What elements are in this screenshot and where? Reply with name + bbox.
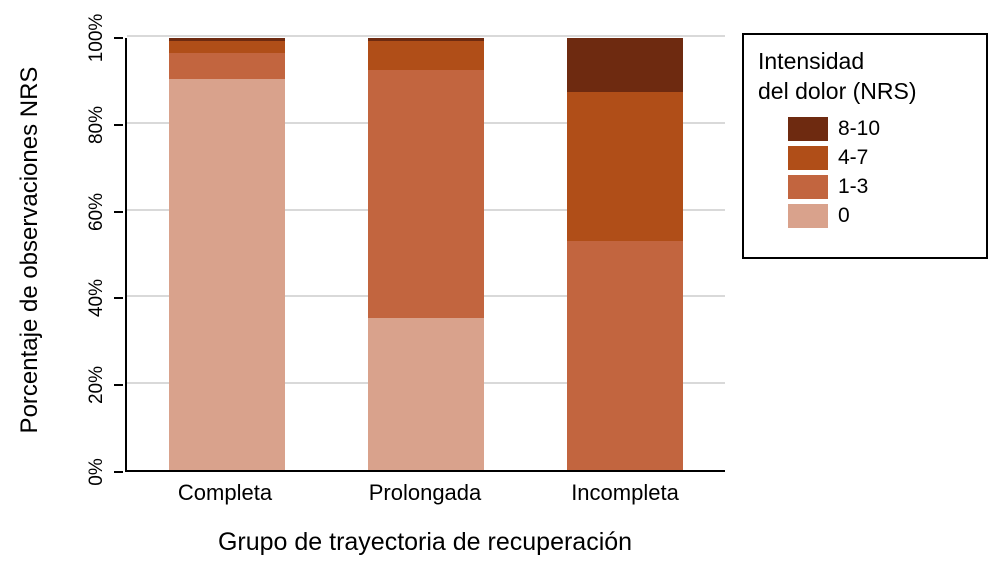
bar-segment-nrs-4-7 (367, 41, 484, 71)
bar-segment-nrs-4-7 (567, 92, 684, 242)
legend-title-line1: Intensidad (758, 48, 865, 74)
gridline (127, 35, 725, 37)
legend-swatch-icon (788, 203, 828, 228)
legend-item-nrs-8-10: 8-10 (788, 116, 972, 141)
legend-items: 8-10 4-7 1-3 0 (788, 116, 972, 228)
legend-item-nrs-4-7: 4-7 (788, 145, 972, 170)
y-tick-mark (114, 123, 123, 126)
bars-group (127, 38, 725, 470)
y-tick-label: 60% (86, 192, 107, 231)
bar-segment-nrs-1-3 (367, 70, 484, 318)
y-tick-mark (114, 384, 123, 387)
bar-segment-nrs-0 (168, 79, 285, 470)
legend-title-line2: del dolor (NRS) (758, 77, 917, 104)
bar-column-prolongada (367, 38, 484, 470)
legend-title: Intensidad del dolor (NRS) (758, 47, 972, 107)
y-tick-mark (114, 471, 123, 473)
legend-swatch-icon (788, 174, 828, 199)
legend-label: 0 (838, 203, 850, 227)
bar-segment-nrs-1-3 (567, 241, 684, 470)
x-axis-tick-labels: Completa Prolongada Incompleta (125, 480, 725, 506)
legend-label: 8-10 (838, 116, 881, 140)
y-tick-label: 80% (86, 105, 107, 144)
y-tick-mark (114, 297, 123, 300)
bar-segment-nrs-8-10 (367, 38, 484, 42)
legend-swatch-icon (788, 116, 828, 141)
x-axis-title: Grupo de trayectoria de recuperación (217, 528, 633, 556)
y-tick-mark (114, 210, 123, 213)
legend-label: 4-7 (838, 145, 869, 169)
bar-segment-nrs-1-3 (168, 53, 285, 80)
bar-segment-nrs-8-10 (567, 38, 684, 92)
x-tick-label-completa: Completa (177, 480, 273, 505)
y-axis-title: Porcentaje de observaciones NRS (16, 66, 43, 434)
y-tick-mark (114, 37, 123, 39)
x-tick-label-prolongada: Prolongada (368, 480, 482, 505)
y-tick-label: 0% (86, 458, 107, 486)
legend-swatch-icon (788, 145, 828, 170)
legend-item-nrs-1-3: 1-3 (788, 174, 972, 199)
legend-item-nrs-0: 0 (788, 203, 972, 228)
bar-segment-nrs-0 (367, 317, 484, 470)
x-tick-label-incompleta: Incompleta (571, 480, 679, 505)
y-tick-label: 100% (86, 13, 107, 63)
y-tick-label: 20% (86, 366, 107, 405)
legend-box: Intensidad del dolor (NRS) 8-10 4-7 1-3 0 (742, 33, 988, 259)
plot-area (125, 35, 725, 472)
legend-label: 1-3 (838, 174, 869, 198)
bar-segment-nrs-4-7 (168, 41, 285, 54)
y-tick-label: 40% (86, 279, 107, 318)
bar-column-incompleta (567, 38, 684, 470)
bar-column-completa (168, 38, 285, 470)
bar-segment-nrs-8-10 (168, 38, 285, 42)
